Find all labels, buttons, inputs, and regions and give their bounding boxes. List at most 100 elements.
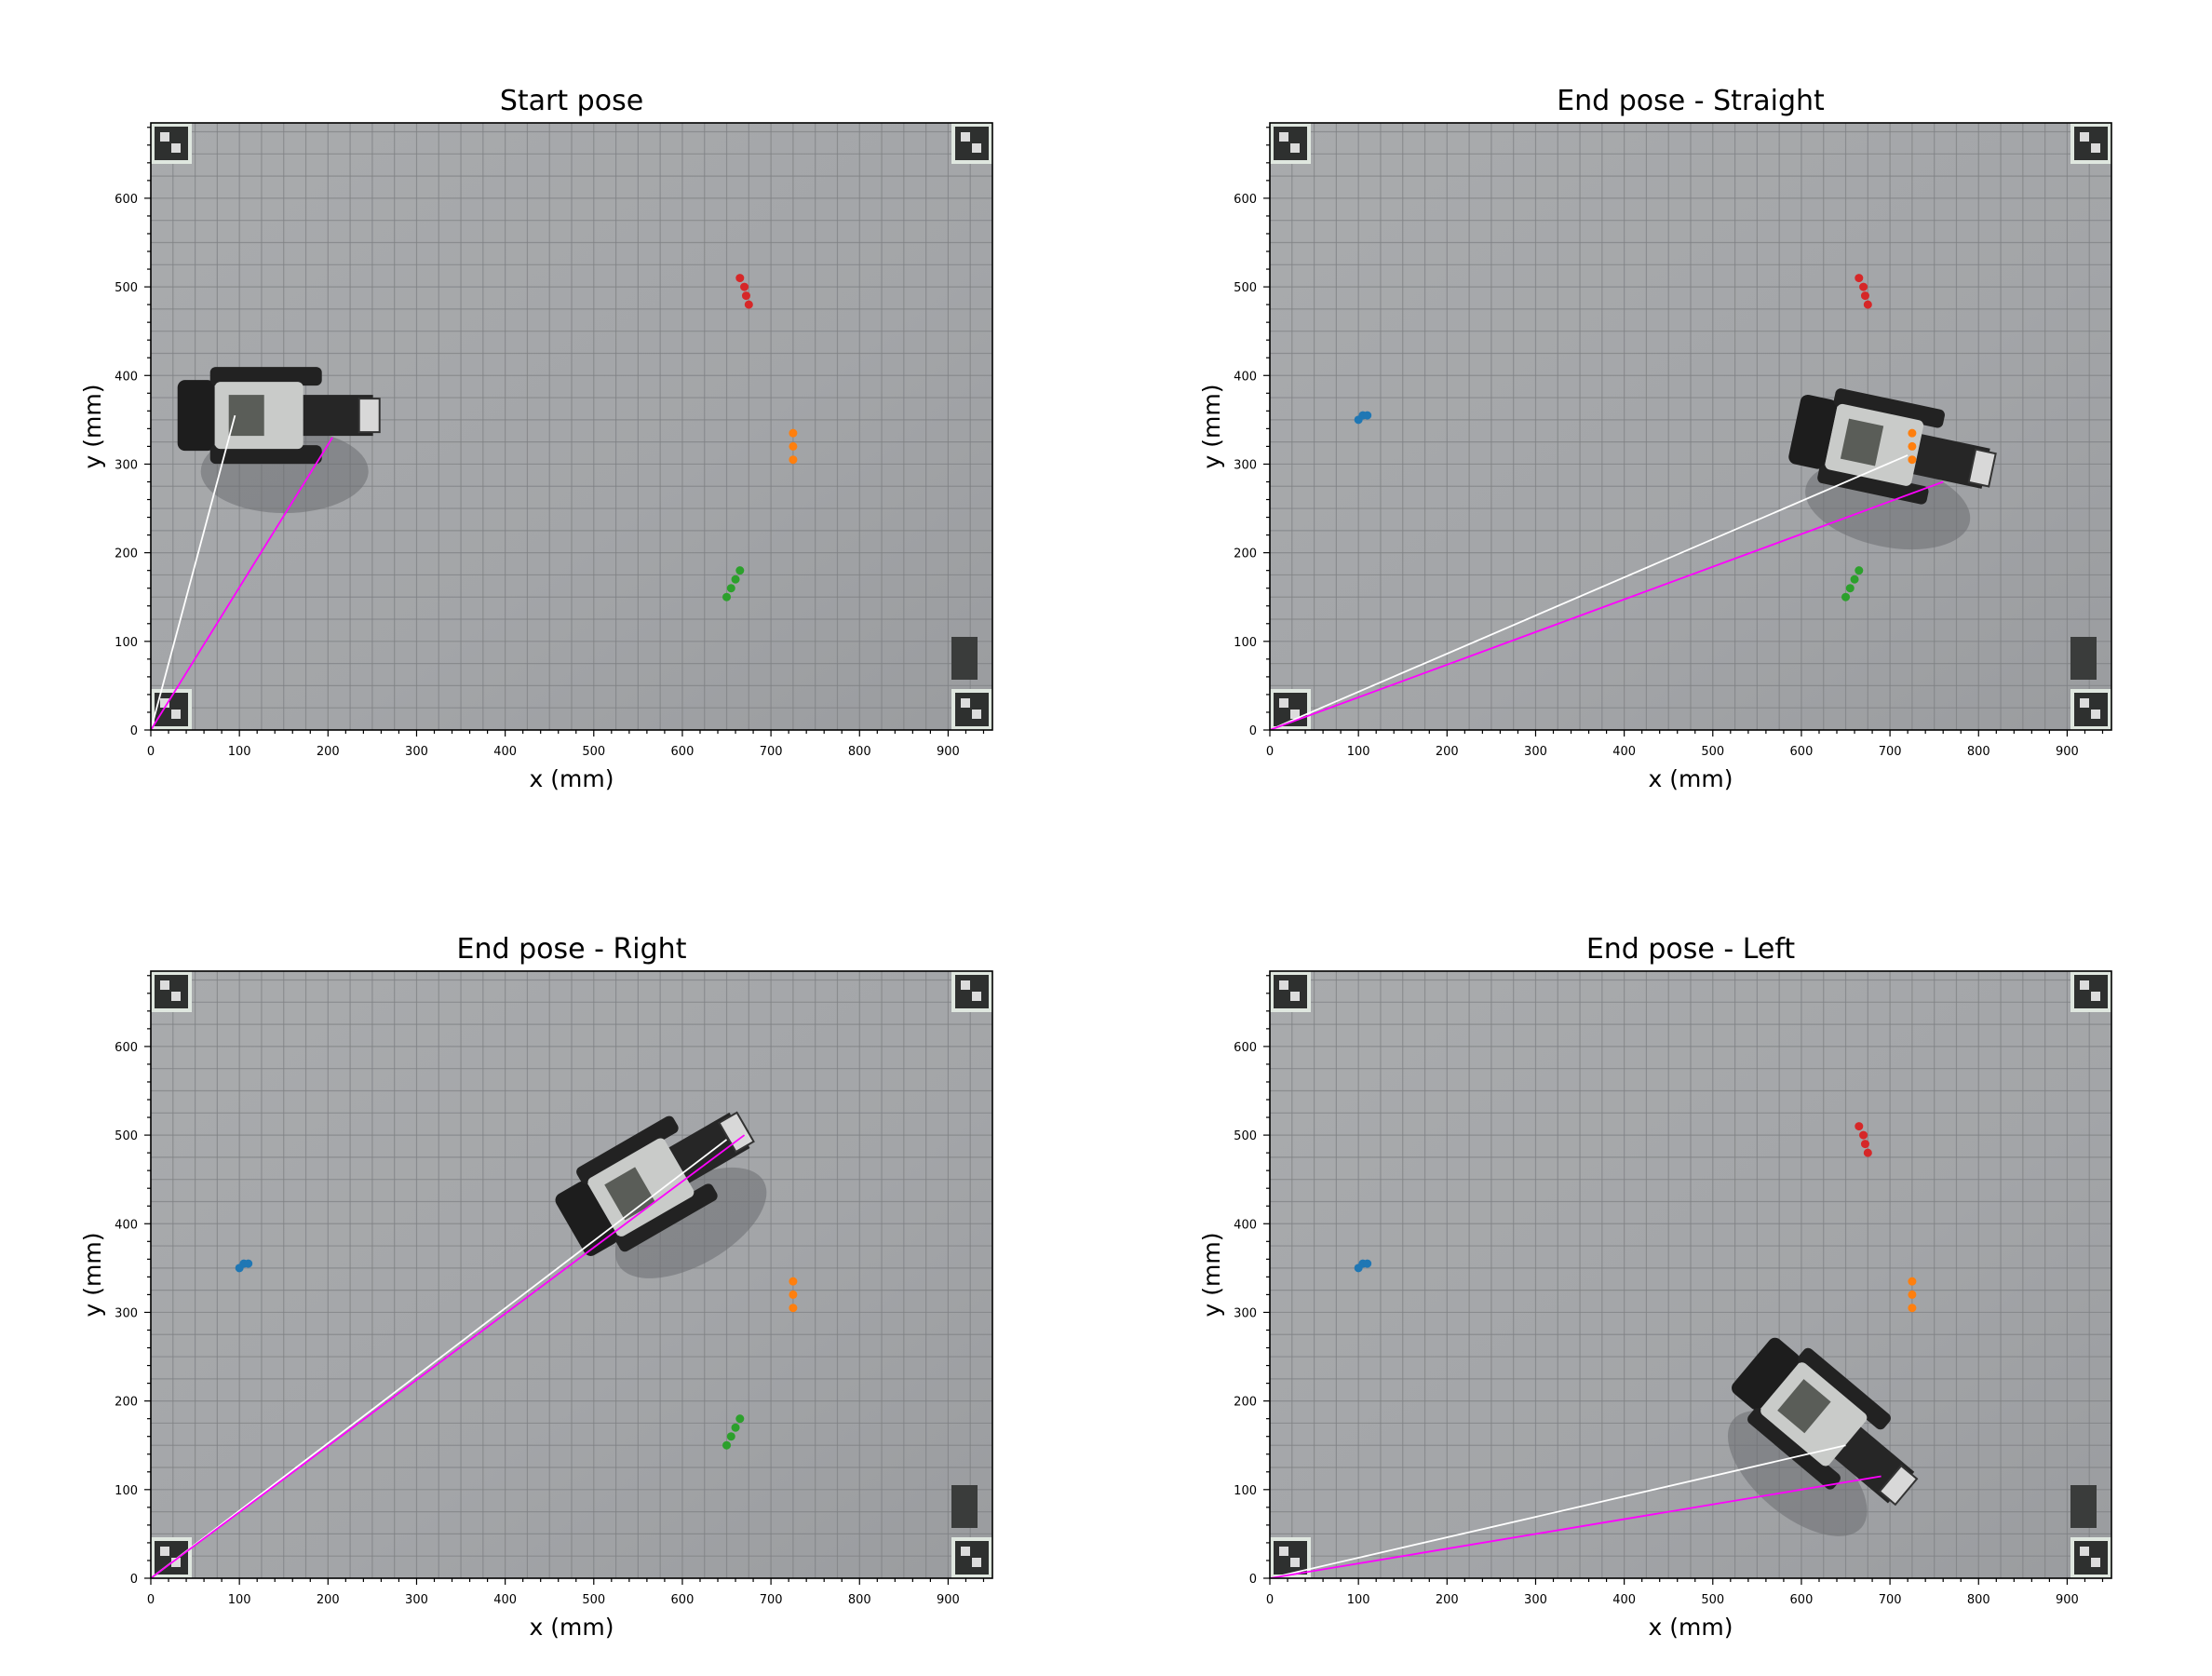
fiducial-bottom-left-cell: [160, 698, 169, 708]
robot-screen: [1840, 418, 1884, 466]
pose-line-white: [151, 414, 236, 730]
x-tick-label: 0: [147, 745, 155, 759]
x-axis-label: x (mm): [1649, 765, 1733, 792]
x-axis-label: x (mm): [530, 765, 614, 792]
x-tick-label: 600: [671, 1593, 695, 1607]
y-tick-label: 400: [1234, 370, 1257, 384]
robot-screen: [228, 395, 264, 437]
fiducial-bottom-left-cell: [171, 710, 181, 719]
x-axis-label: x (mm): [530, 1614, 614, 1641]
axes-frame: [1269, 122, 2112, 731]
marker-label-card: [2070, 637, 2097, 680]
y-tick-label: 0: [1249, 1573, 1257, 1587]
y-tick-label: 200: [1234, 547, 1257, 561]
marker-point: [735, 1414, 745, 1424]
axes-frame: [1269, 970, 2112, 1579]
pose-line-white: [1270, 1444, 1846, 1578]
fiducial-top-right-cell: [972, 992, 981, 1001]
marker-point: [1863, 1148, 1872, 1157]
fiducial-bottom-right-cell: [2091, 710, 2100, 719]
marker-point: [735, 274, 745, 283]
y-tick-label: 600: [115, 1041, 138, 1055]
y-tick-label: 500: [115, 281, 138, 295]
fiducial-bottom-right-cell: [972, 710, 981, 719]
marker-point: [1855, 274, 1864, 283]
robot: [177, 367, 381, 514]
fiducial-top-right-cell: [2080, 132, 2089, 142]
marker-point: [1908, 1290, 1917, 1299]
robot-cables: [1788, 394, 1838, 469]
marker-point: [789, 1277, 798, 1286]
robot-screen: [604, 1167, 656, 1221]
x-tick-label: 700: [1879, 1593, 1902, 1607]
robot-cables: [1732, 1337, 1801, 1411]
x-tick-label: 100: [228, 745, 251, 759]
fiducial-top-right-cell: [961, 132, 970, 142]
y-tick-label: 100: [1234, 636, 1257, 650]
marker-point: [1859, 282, 1868, 291]
y-tick-label: 0: [130, 724, 138, 738]
x-tick-label: 800: [1967, 1593, 1990, 1607]
marker-point: [1908, 428, 1917, 438]
robot-wheel-right: [209, 445, 322, 465]
panel-title: End pose - Straight: [1557, 85, 1825, 117]
y-tick-label: 0: [130, 1573, 138, 1587]
fiducial-bottom-right-cell: [961, 698, 970, 708]
x-tick-label: 900: [937, 1593, 960, 1607]
robot-wheel-left: [1833, 388, 1945, 428]
fiducial-top-left-cell: [160, 980, 169, 990]
robot-wheel-right: [615, 1183, 718, 1252]
x-tick-label: 100: [228, 1593, 251, 1607]
x-tick-label: 400: [493, 1593, 517, 1607]
marker-point: [1855, 566, 1864, 575]
y-tick-label: 200: [115, 1396, 138, 1410]
fiducial-bottom-right-cell: [2080, 1547, 2089, 1556]
x-tick-label: 400: [1612, 1593, 1636, 1607]
fiducial-top-right-cell: [972, 143, 981, 153]
robot-front-tag: [1878, 1464, 1919, 1507]
marker-point: [1845, 584, 1855, 593]
y-tick-label: 500: [115, 1129, 138, 1143]
x-tick-label: 300: [405, 745, 428, 759]
marker-point: [741, 291, 750, 301]
marker-point: [1908, 1277, 1917, 1286]
fiducial-top-right-cell: [2080, 980, 2089, 990]
panel-2: 0 100 200 300 400 500 600 700 800 900 0 100 200 300 40…: [1198, 85, 2112, 792]
y-axis-label: y (mm): [1198, 1233, 1225, 1318]
y-tick-label: 600: [1234, 193, 1257, 207]
x-tick-label: 600: [1790, 1593, 1814, 1607]
fiducial-top-right-cell: [961, 980, 970, 990]
marker-point: [789, 441, 798, 451]
x-tick-label: 700: [1879, 745, 1902, 759]
y-axis-label: y (mm): [79, 385, 106, 469]
x-tick-label: 800: [848, 1593, 871, 1607]
robot-front-tag: [718, 1111, 755, 1154]
pose-line-white: [151, 1139, 728, 1578]
plot-area: [1270, 123, 2111, 730]
y-tick-label: 300: [115, 458, 138, 472]
fiducial-top-left-cell: [1290, 992, 1300, 1001]
marker-point: [726, 584, 735, 593]
x-tick-label: 400: [493, 745, 517, 759]
robot-cables: [177, 380, 215, 452]
x-tick-label: 400: [1612, 745, 1636, 759]
robot-front-tag: [357, 398, 381, 434]
robot-shadow: [1727, 1411, 1868, 1536]
marker-point: [731, 574, 740, 584]
y-tick-label: 600: [1234, 1041, 1257, 1055]
fiducial-top-left-cell: [171, 992, 181, 1001]
robot-wheel-right: [1817, 465, 1929, 505]
fiducial-top-left-cell: [1279, 132, 1288, 142]
marker-point: [244, 1259, 253, 1268]
y-tick-label: 600: [115, 193, 138, 207]
x-tick-label: 0: [1266, 745, 1274, 759]
y-tick-label: 200: [115, 547, 138, 561]
fiducial-top-left-cell: [160, 132, 169, 142]
robot-wheel-right: [1747, 1408, 1841, 1490]
robot-wheel-left: [576, 1115, 679, 1184]
panel-4: 0 100 200 300 400 500 600 700 800 900 0 100 200 300 40…: [1198, 933, 2112, 1641]
fiducial-bottom-right-cell: [2091, 1558, 2100, 1567]
x-tick-label: 100: [1347, 1593, 1370, 1607]
x-tick-label: 500: [582, 1593, 605, 1607]
fiducial-bottom-left-cell: [1290, 1558, 1300, 1567]
